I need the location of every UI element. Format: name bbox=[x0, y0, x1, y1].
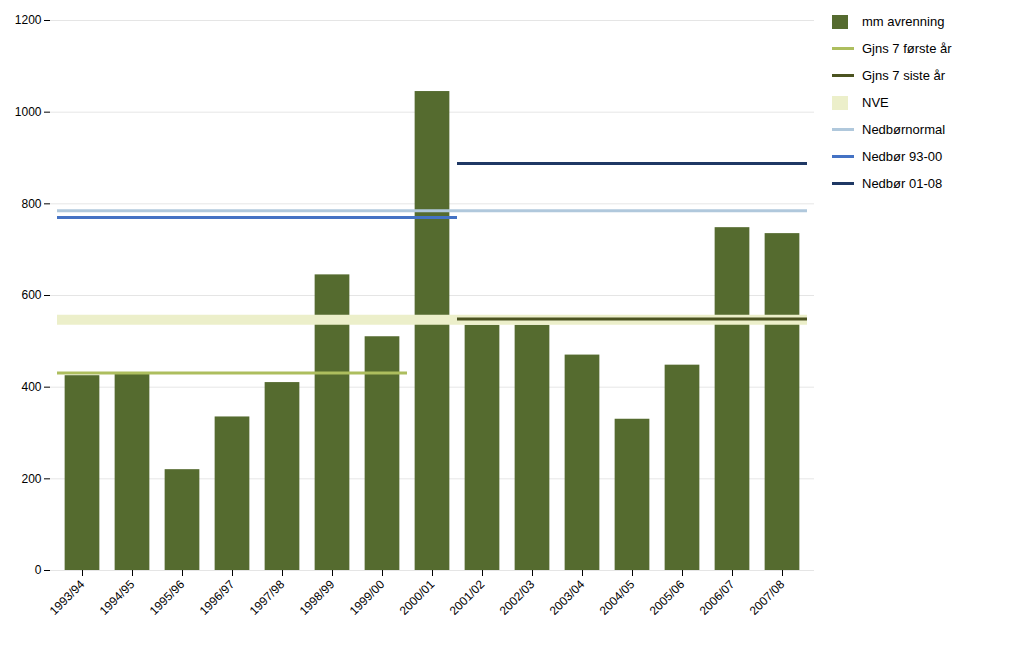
html-text:Gjns 7 første år: Gjns 7 første år bbox=[862, 41, 952, 56]
svg-text:600: 600 bbox=[21, 288, 41, 302]
svg-text:400: 400 bbox=[21, 380, 41, 394]
svg-text:2005/06: 2005/06 bbox=[647, 577, 688, 618]
svg-text:1998/99: 1998/99 bbox=[297, 577, 338, 618]
html-text:Nedbør 93-00: Nedbør 93-00 bbox=[862, 149, 943, 164]
svg-text:1200: 1200 bbox=[15, 13, 42, 27]
svg-text:2007/08: 2007/08 bbox=[747, 577, 788, 618]
svg-text:2006/07: 2006/07 bbox=[697, 577, 738, 618]
svg-text:1999/00: 1999/00 bbox=[347, 577, 388, 618]
html-text:NVE: NVE bbox=[862, 95, 889, 110]
html-text:Nedbør 01-08: Nedbør 01-08 bbox=[862, 176, 943, 191]
svg-text:2003/04: 2003/04 bbox=[547, 577, 588, 618]
svg-text:2002/03: 2002/03 bbox=[497, 577, 538, 618]
svg-text:2004/05: 2004/05 bbox=[597, 577, 638, 618]
svg-text:2000/01: 2000/01 bbox=[397, 577, 438, 618]
svg-text:1994/95: 1994/95 bbox=[97, 577, 138, 618]
svg-text:1000: 1000 bbox=[15, 105, 42, 119]
svg-text:200: 200 bbox=[21, 472, 41, 486]
html-text:Nedbørnormal: Nedbørnormal bbox=[862, 122, 946, 137]
svg-text:800: 800 bbox=[21, 197, 41, 211]
svg-text:1993/94: 1993/94 bbox=[47, 577, 88, 618]
html-text:Gjns 7 siste år: Gjns 7 siste år bbox=[862, 68, 946, 83]
svg-text:1997/98: 1997/98 bbox=[247, 577, 288, 618]
html-text:mm avrenning: mm avrenning bbox=[862, 14, 945, 29]
svg-text:0: 0 bbox=[35, 563, 42, 577]
svg-text:1995/96: 1995/96 bbox=[147, 577, 188, 618]
svg-text:2001/02: 2001/02 bbox=[447, 577, 488, 618]
svg-text:1996/97: 1996/97 bbox=[197, 577, 238, 618]
